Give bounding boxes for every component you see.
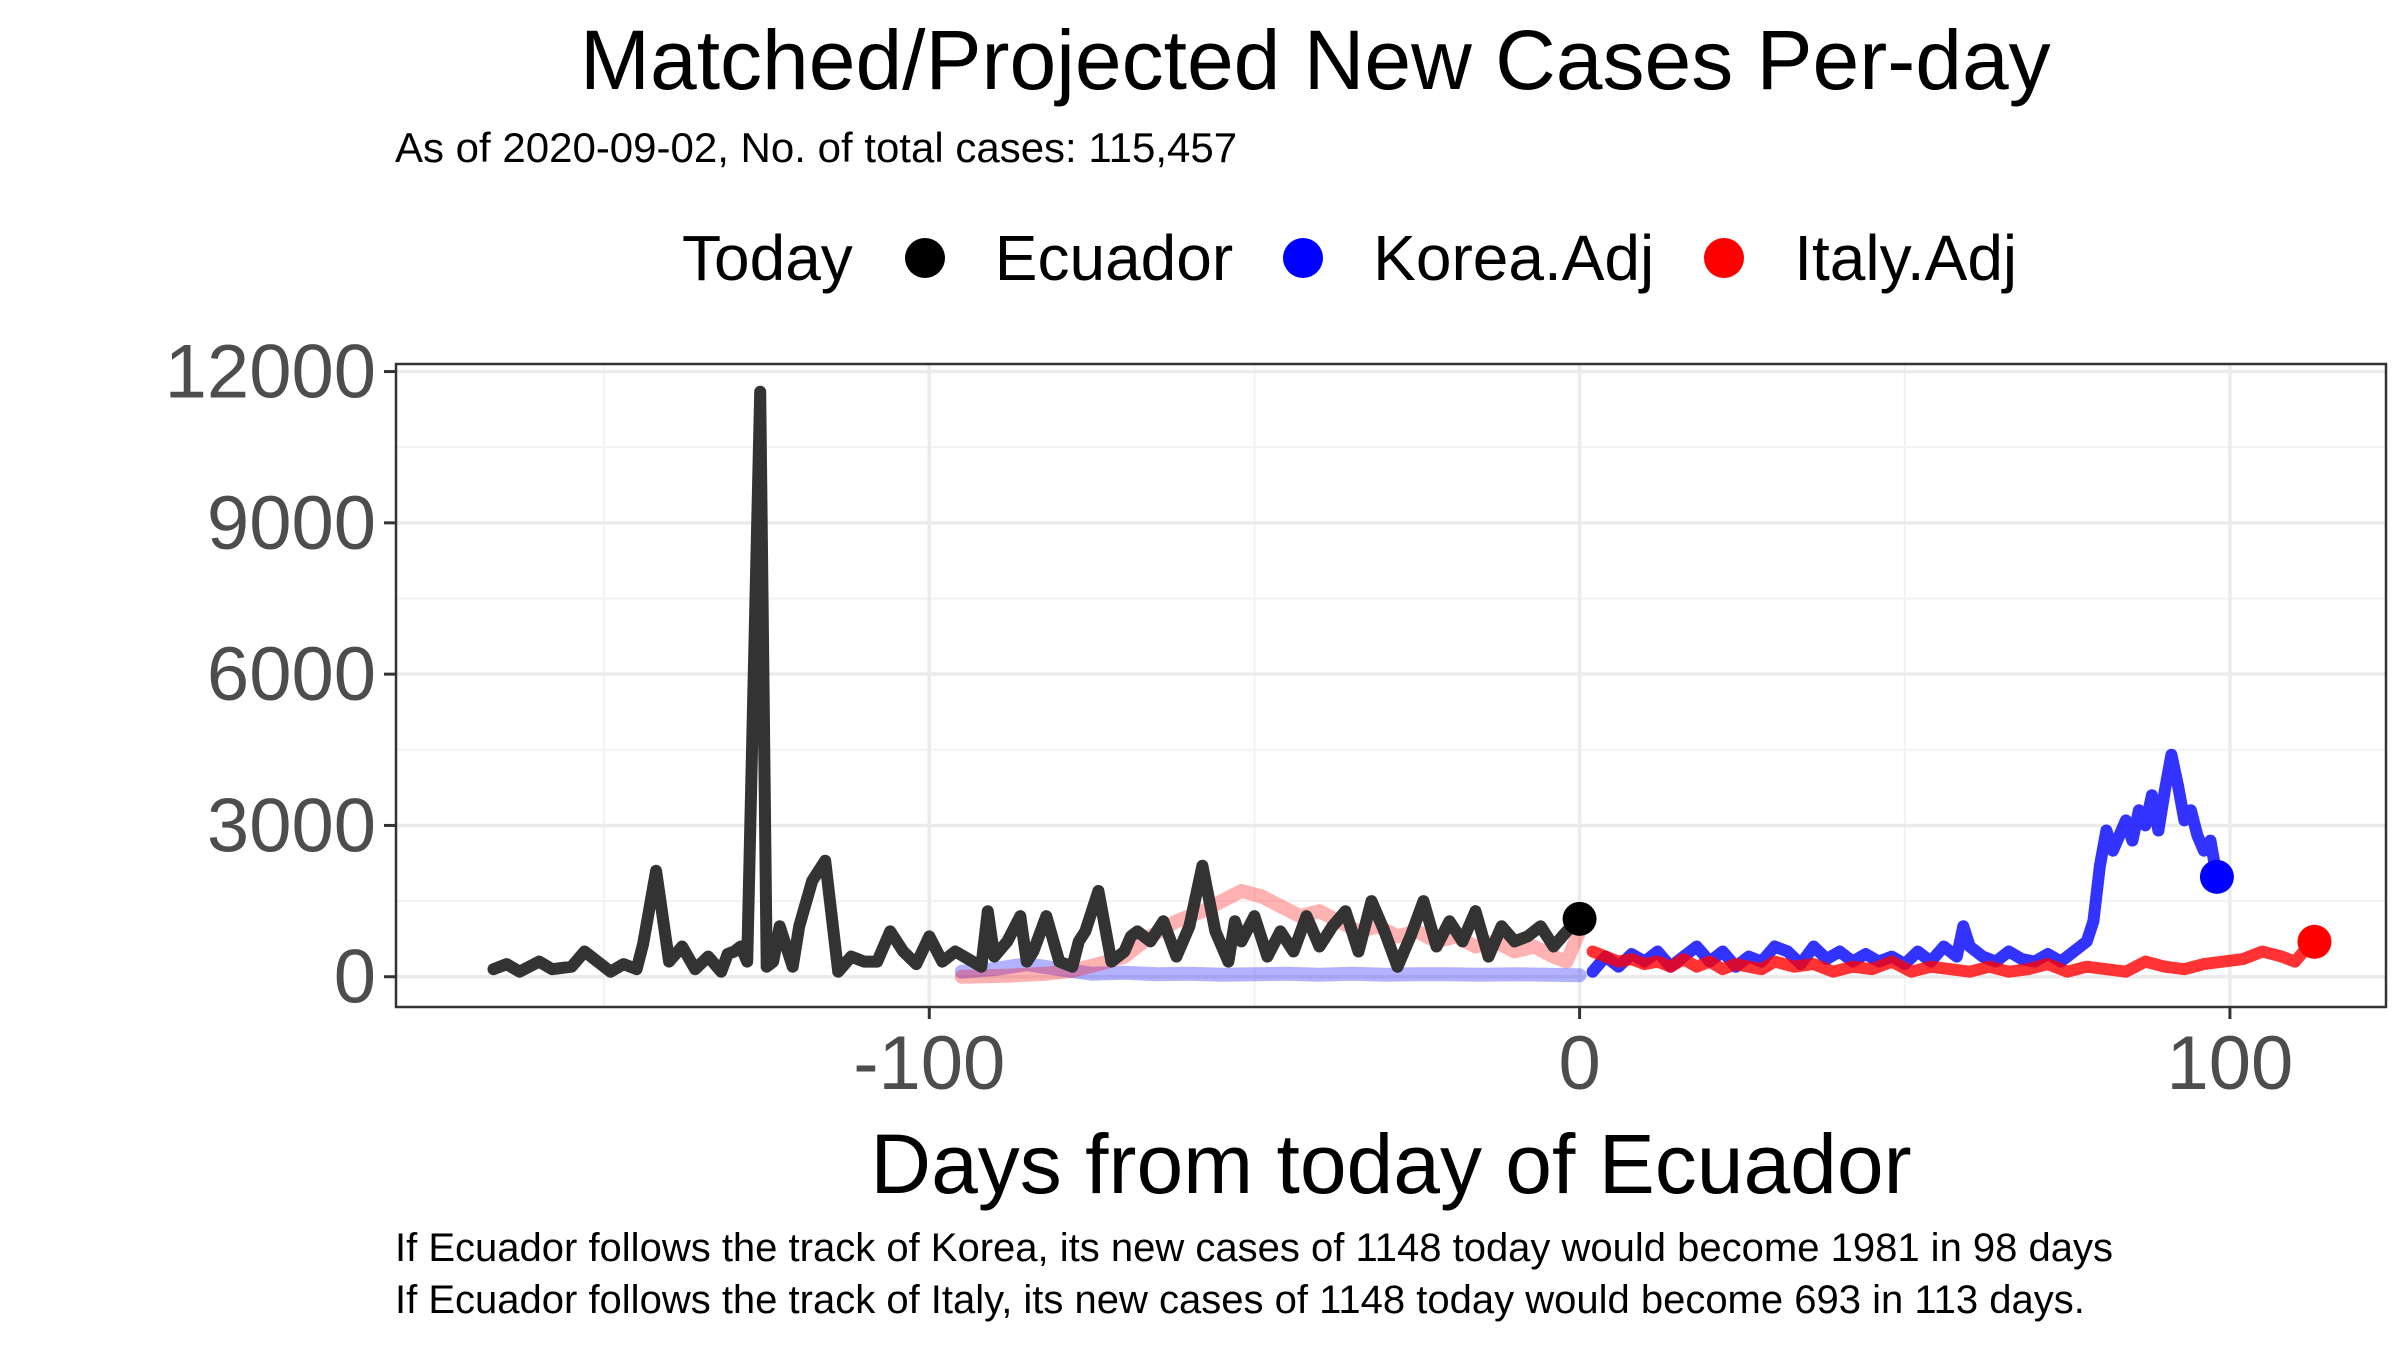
plot-panel-background <box>396 364 2386 1007</box>
legend-item-korea: Korea.Adj <box>1283 221 1654 295</box>
x-tick-label: 0 <box>1558 1021 1600 1106</box>
legend-swatch-korea <box>1283 238 1324 278</box>
grid <box>396 364 2386 1007</box>
chart-subtitle: As of 2020-09-02, No. of total cases: 11… <box>395 124 1238 171</box>
series-line-italy-projected <box>1586 935 2321 978</box>
legend-item-italy: Italy.Adj <box>1704 221 2017 295</box>
series-layer <box>487 385 2321 984</box>
x-tick-label: -100 <box>853 1021 1005 1106</box>
legend-label-korea: Korea.Adj <box>1373 222 1655 294</box>
series-line-korea-projected <box>1586 748 2223 978</box>
legend-label-italy: Italy.Adj <box>1794 222 2018 294</box>
y-tick-label: 9000 <box>207 481 376 566</box>
legend-swatch-ecuador <box>904 238 945 278</box>
plot-panel-border <box>394 362 2388 1009</box>
legend-item-ecuador: Ecuador <box>904 221 1234 295</box>
today-point-korea-adj <box>2199 859 2234 894</box>
legend-title: Today <box>682 222 853 294</box>
today-point-italy-adj <box>2297 924 2332 959</box>
legend-label-ecuador: Ecuador <box>994 222 1234 294</box>
legend: Today Ecuador Korea.Adj Italy.Adj <box>682 218 2067 298</box>
x-axis-title: Days from today of Ecuador <box>870 1117 1911 1211</box>
y-tick-label: 12000 <box>165 330 376 415</box>
x-tick-label: 100 <box>2167 1021 2294 1106</box>
today-points <box>1562 859 2332 959</box>
footnote-italy: If Ecuador follows the track of Italy, i… <box>395 1278 2085 1322</box>
axis-ticks: 0 3000 6000 9000 12000 -100 0 100 <box>165 330 2294 1106</box>
y-tick-label: 6000 <box>207 632 376 717</box>
y-tick-label: 3000 <box>207 783 376 868</box>
chart-title: Matched/Projected New Cases Per-day <box>580 13 2051 107</box>
series-line-ecuador <box>487 385 1586 978</box>
y-tick-label: 0 <box>334 935 376 1020</box>
legend-swatch-italy <box>1704 238 1745 278</box>
today-point-ecuador <box>1562 901 1597 936</box>
footnote-korea: If Ecuador follows the track of Korea, i… <box>395 1226 2114 1270</box>
